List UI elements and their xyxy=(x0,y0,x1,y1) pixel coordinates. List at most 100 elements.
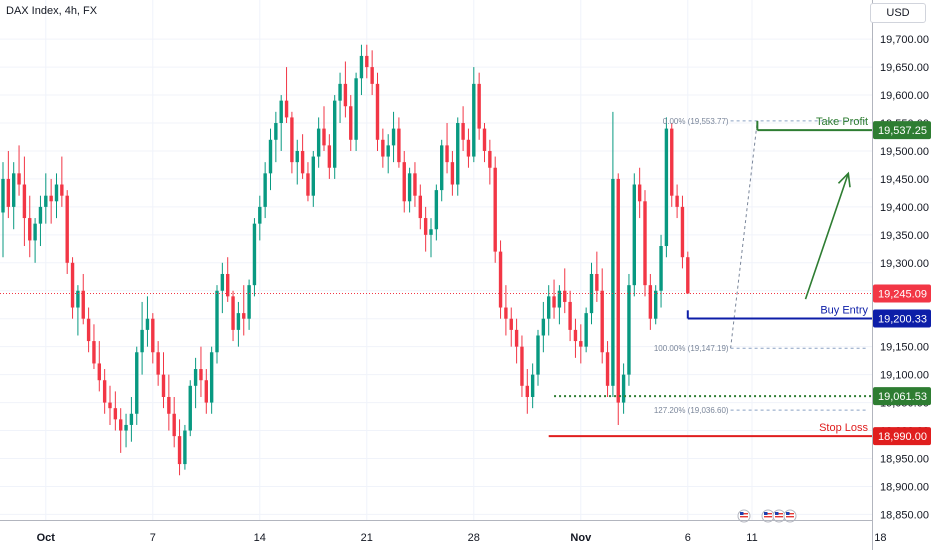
candle-body xyxy=(188,385,192,431)
candle-body xyxy=(402,162,406,202)
candle-body xyxy=(456,123,460,185)
time-tick-label: 11 xyxy=(746,532,757,544)
candle-body xyxy=(6,178,11,207)
candle-body xyxy=(648,285,653,319)
price-level-tag xyxy=(873,387,931,406)
fib-level-label: 100.00% (19,147.19) xyxy=(654,344,729,353)
time-tick-label: 21 xyxy=(361,532,373,544)
candle-body xyxy=(268,139,273,174)
candle-body xyxy=(482,128,487,151)
us-flag-icon[interactable] xyxy=(737,509,751,523)
candle-body xyxy=(284,100,289,118)
candle-body xyxy=(407,173,412,202)
price-level-tag-label: 18,990.00 xyxy=(878,431,927,443)
us-flag-icon[interactable] xyxy=(783,509,797,523)
flag-stripe xyxy=(775,516,783,518)
candle-body xyxy=(381,139,385,157)
candle-body xyxy=(611,178,615,386)
candle-body xyxy=(145,318,150,330)
candle-body xyxy=(536,335,540,375)
flag-stripe xyxy=(740,516,748,518)
price-level-tag xyxy=(873,121,931,140)
candle-body xyxy=(557,290,562,308)
price-tick-label: 19,650.00 xyxy=(880,62,929,74)
candle-body xyxy=(295,150,299,163)
flag-canton xyxy=(764,512,768,515)
candle-body xyxy=(520,346,524,386)
candle-body xyxy=(242,313,246,319)
fib-level-label: 127.20% (19,036.60) xyxy=(654,406,729,415)
time-tick-label: 7 xyxy=(150,532,156,544)
candle-body xyxy=(349,106,353,140)
price-tick-label: 19,600.00 xyxy=(880,90,929,102)
candle-body xyxy=(274,123,278,140)
price-tick-label: 18,950.00 xyxy=(880,453,929,465)
level-name-label: Take Profit xyxy=(816,116,868,128)
candle-body xyxy=(215,290,219,353)
flag-canton xyxy=(775,512,779,515)
candle-body xyxy=(12,173,16,207)
price-axis-background xyxy=(872,0,932,550)
candle-body xyxy=(263,173,267,207)
candle-body xyxy=(172,413,176,437)
candle-body xyxy=(686,257,690,294)
candle-body xyxy=(220,273,225,291)
candle-body xyxy=(97,363,101,381)
price-tick-label: 18,850.00 xyxy=(880,509,929,521)
level-name-label: Buy Entry xyxy=(820,305,868,317)
candle-body xyxy=(333,100,337,168)
flag-stripe xyxy=(775,513,783,515)
last-price-tag-label: 19,245.09 xyxy=(878,288,927,300)
flag-stripe xyxy=(786,513,794,515)
candle-body xyxy=(477,83,481,129)
time-axis: Oct 7 14 21 28 Nov 6 11 18 xyxy=(0,520,887,544)
candle-body xyxy=(22,184,27,219)
candle-body xyxy=(81,290,85,319)
candle-body xyxy=(17,173,21,185)
candle-body xyxy=(113,408,118,420)
candle-body xyxy=(354,78,358,140)
candle-body xyxy=(579,341,583,347)
price-level-tag-label: 19,061.53 xyxy=(878,391,927,403)
price-level-tag xyxy=(873,309,931,328)
overlays-group: 0.00% (19,553.77) 100.00% (19,147.19) 127.… xyxy=(0,116,872,523)
candle-body xyxy=(632,184,636,286)
time-tick-label: 28 xyxy=(468,532,480,544)
candle-body xyxy=(70,262,75,308)
currency-button[interactable]: USD xyxy=(870,3,926,23)
candle-body xyxy=(199,369,203,381)
candle-body xyxy=(311,156,315,196)
candle-body xyxy=(664,128,669,247)
candle-body xyxy=(135,352,139,414)
candle-body xyxy=(423,218,428,235)
candle-body xyxy=(568,301,572,330)
candle-body xyxy=(231,296,235,330)
candle-body xyxy=(236,313,241,330)
candle-body xyxy=(466,139,471,157)
candle-body xyxy=(60,184,64,196)
candle-body xyxy=(193,369,198,386)
symbol-title: DAX Index, 4h, FX xyxy=(6,5,98,17)
price-level-tag xyxy=(873,427,931,446)
candle-body xyxy=(600,290,604,353)
candle-body xyxy=(541,318,546,336)
candle-body xyxy=(258,206,262,224)
price-tick-label: 19,500.00 xyxy=(880,146,929,158)
candle-body xyxy=(343,83,348,107)
candle-body xyxy=(151,318,155,353)
candle-body xyxy=(38,206,43,224)
candle-body xyxy=(252,223,257,286)
flag-canton xyxy=(740,512,744,515)
candle-body xyxy=(290,117,294,163)
price-tick-label: 19,350.00 xyxy=(880,230,929,242)
candle-body xyxy=(413,173,417,196)
candle-body xyxy=(530,374,535,397)
flag-stripe xyxy=(740,513,748,515)
flag-stripe xyxy=(786,516,794,518)
candle-body xyxy=(129,413,134,425)
candle-body xyxy=(33,223,37,241)
level-name-label: Stop Loss xyxy=(819,422,868,434)
candle-body xyxy=(654,290,658,319)
price-tick-label: 19,150.00 xyxy=(880,342,929,354)
